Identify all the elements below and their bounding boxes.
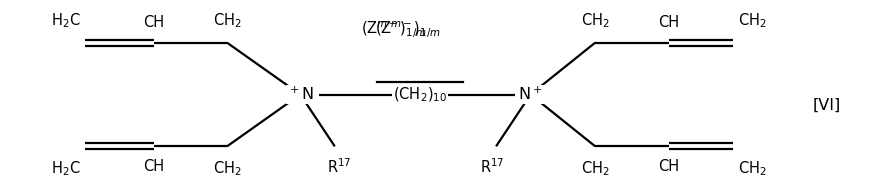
Text: CH: CH — [658, 159, 679, 174]
Text: CH$_2$: CH$_2$ — [581, 11, 610, 30]
Text: (CH$_2$)$_{10}$: (CH$_2$)$_{10}$ — [392, 85, 447, 104]
Text: R$^{17}$: R$^{17}$ — [480, 157, 504, 176]
Text: CH$_2$: CH$_2$ — [737, 159, 766, 178]
Text: R$^{17}$: R$^{17}$ — [326, 157, 351, 176]
Text: CH$_2$: CH$_2$ — [213, 11, 241, 30]
Text: (Z$^{m-}$)$_{1/m}$: (Z$^{m-}$)$_{1/m}$ — [376, 19, 441, 40]
Text: CH$_2$: CH$_2$ — [737, 11, 766, 30]
Text: CH: CH — [143, 159, 165, 174]
Text: N$^+$: N$^+$ — [518, 86, 543, 103]
Text: CH$_2$: CH$_2$ — [581, 159, 610, 178]
Text: CH$_2$: CH$_2$ — [213, 159, 241, 178]
Text: H$_2$C: H$_2$C — [51, 11, 80, 30]
Text: H$_2$C: H$_2$C — [51, 159, 80, 178]
Text: CH: CH — [658, 15, 679, 30]
Text: (Z$^{m-}$)$_{1/m}$: (Z$^{m-}$)$_{1/m}$ — [361, 19, 427, 40]
Text: CH: CH — [143, 15, 165, 30]
Text: [VI]: [VI] — [813, 98, 841, 113]
Text: $^+$N: $^+$N — [287, 86, 313, 103]
